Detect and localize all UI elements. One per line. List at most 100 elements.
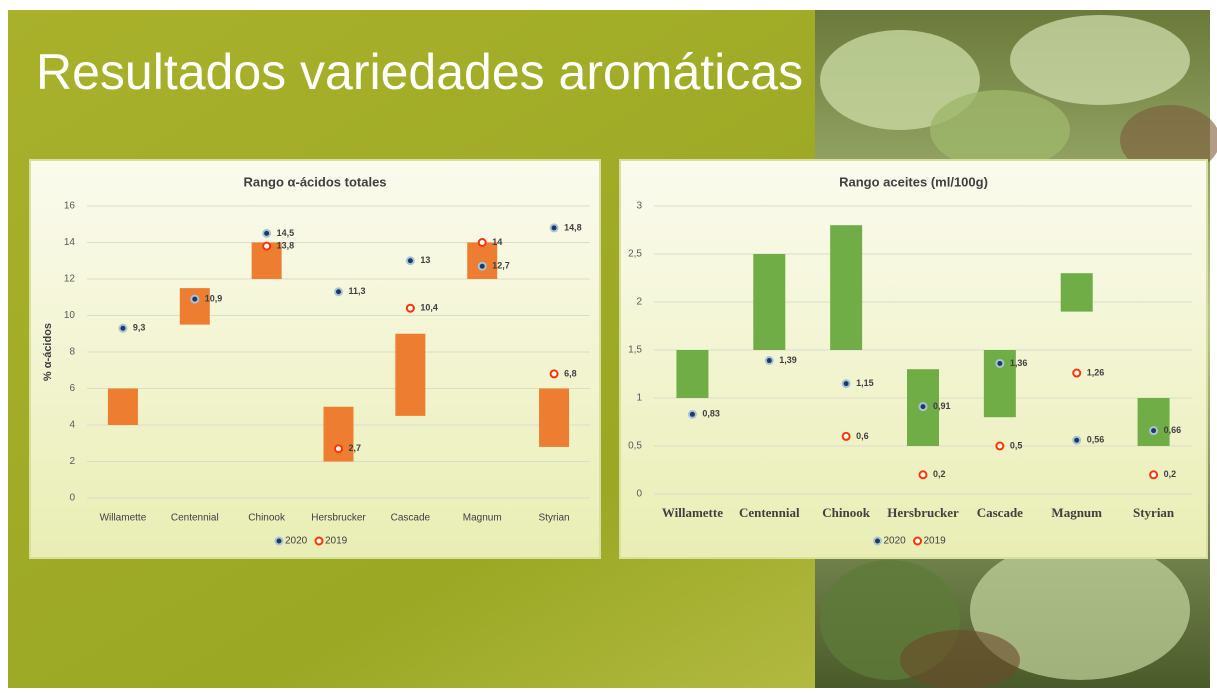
y-tick-label: 4	[69, 420, 75, 431]
legend-label: 2020	[884, 536, 907, 547]
x-tick-label: Centennial	[171, 513, 219, 524]
x-tick-label: Willamette	[100, 513, 147, 524]
range-bar	[676, 350, 708, 398]
data-label: 0,66	[1164, 425, 1182, 435]
range-bar	[324, 407, 354, 462]
x-tick-label: Chinook	[822, 505, 870, 520]
y-tick-label: 3	[636, 201, 642, 212]
data-label: 14,8	[564, 222, 582, 232]
point	[407, 305, 414, 312]
data-label: 1,26	[1087, 367, 1105, 377]
x-tick-label: Magnum	[463, 513, 502, 524]
point	[996, 443, 1003, 450]
x-tick-label: Willamette	[662, 505, 723, 520]
range-bar	[108, 389, 138, 426]
legend-label: 2020	[285, 536, 308, 547]
x-tick-label: Cascade	[391, 513, 431, 524]
data-label: 13,8	[277, 241, 295, 251]
range-bar	[395, 334, 425, 416]
y-tick-label: 14	[64, 237, 76, 248]
data-label: 1,15	[856, 378, 874, 388]
data-label: 6,8	[564, 368, 577, 378]
slide: Resultados variedades aromáticas Rango α…	[0, 0, 1217, 688]
range-bar	[1138, 398, 1170, 446]
y-tick-label: 1,5	[628, 345, 642, 356]
data-label: 10,4	[420, 303, 438, 313]
chart-title: Rango α-ácidos totales	[243, 174, 386, 189]
x-tick-label: Magnum	[1051, 505, 1102, 520]
point	[263, 230, 270, 237]
x-tick-label: Cascade	[977, 505, 1023, 520]
point	[191, 296, 198, 303]
point	[920, 403, 927, 410]
range-bar	[830, 225, 862, 350]
point	[479, 263, 486, 270]
point	[551, 224, 558, 231]
y-tick-label: 2	[69, 456, 75, 467]
y-tick-label: 0	[69, 493, 75, 504]
range-bar	[753, 254, 785, 350]
point	[119, 325, 126, 332]
y-axis-title: % α-ácidos	[42, 323, 54, 381]
data-label: 0,56	[1087, 435, 1105, 445]
x-tick-label: Styrian	[539, 513, 570, 524]
legend-label: 2019	[325, 536, 348, 547]
y-tick-label: 6	[69, 383, 75, 394]
legend-marker	[874, 538, 881, 545]
point	[920, 471, 927, 478]
point	[996, 360, 1003, 367]
slide-title: Resultados variedades aromáticas	[36, 44, 803, 100]
data-label: 0,2	[1164, 469, 1177, 479]
point	[551, 370, 558, 377]
point	[1150, 427, 1157, 434]
data-label: 0,5	[1010, 440, 1023, 450]
y-tick-label: 1	[636, 393, 642, 404]
y-tick-label: 16	[64, 201, 76, 212]
point	[263, 243, 270, 250]
chart-title: Rango aceites (ml/100g)	[839, 174, 988, 189]
x-tick-label: Centennial	[739, 505, 800, 520]
point	[843, 380, 850, 387]
data-label: 0,91	[933, 401, 951, 411]
x-tick-label: Hersbrucker	[311, 513, 366, 524]
data-label: 1,39	[779, 355, 797, 365]
data-label: 14	[492, 237, 502, 247]
y-tick-label: 0,5	[628, 441, 642, 452]
x-tick-label: Chinook	[248, 513, 286, 524]
y-tick-label: 2	[636, 297, 642, 308]
range-bar	[539, 389, 569, 447]
data-label: 2,7	[349, 443, 362, 453]
range-bar	[1061, 273, 1093, 311]
y-tick-label: 12	[64, 274, 76, 285]
x-tick-label: Styrian	[1133, 505, 1175, 520]
point	[1150, 471, 1157, 478]
data-label: 13	[420, 255, 430, 265]
data-label: 0,6	[856, 431, 869, 441]
data-label: 1,36	[1010, 358, 1028, 368]
y-tick-label: 2,5	[628, 249, 642, 260]
point	[479, 239, 486, 246]
legend-marker	[276, 538, 283, 545]
point	[843, 433, 850, 440]
point	[335, 445, 342, 452]
x-tick-label: Hersbrucker	[887, 505, 959, 520]
y-tick-label: 0	[636, 489, 642, 500]
data-label: 0,83	[702, 409, 720, 419]
point	[766, 357, 773, 364]
data-label: 9,3	[133, 323, 146, 333]
legend-marker	[316, 538, 323, 545]
point	[335, 288, 342, 295]
point	[407, 257, 414, 264]
point	[689, 411, 696, 418]
data-label: 12,7	[492, 261, 510, 271]
data-label: 0,2	[933, 469, 946, 479]
data-label: 11,3	[349, 286, 366, 296]
point	[1073, 370, 1080, 377]
y-tick-label: 8	[69, 347, 75, 358]
legend-label: 2019	[924, 536, 947, 547]
legend-marker	[914, 538, 921, 545]
y-tick-label: 10	[64, 310, 76, 321]
point	[1073, 437, 1080, 444]
data-label: 14,5	[277, 228, 295, 238]
data-label: 10,9	[205, 293, 223, 303]
